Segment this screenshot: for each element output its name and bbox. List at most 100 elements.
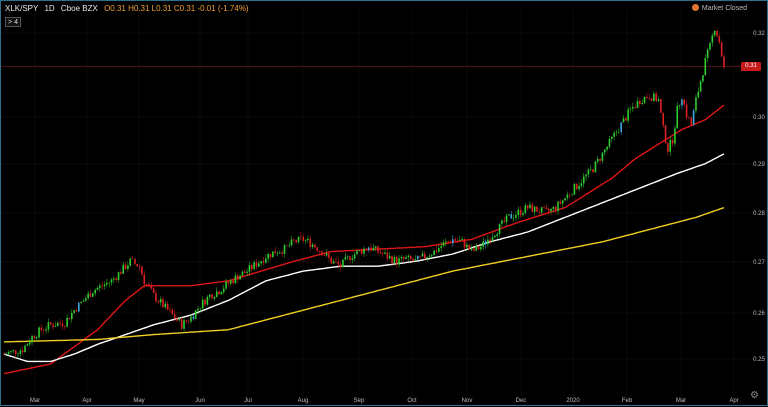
- candle: [159, 296, 162, 306]
- candle: [557, 200, 559, 215]
- candle: [360, 248, 363, 256]
- candle: [522, 210, 524, 218]
- candle: [648, 94, 650, 101]
- symbol-label[interactable]: XLK/SPY: [5, 4, 39, 13]
- gear-icon[interactable]: ⚙: [750, 390, 759, 401]
- candle: [589, 165, 592, 172]
- candle: [176, 314, 178, 323]
- candle: [632, 102, 634, 112]
- candle: [255, 258, 258, 270]
- candle: [250, 263, 253, 274]
- candle: [297, 236, 300, 244]
- candle: [122, 262, 125, 274]
- candle: [106, 278, 108, 288]
- candle: [660, 98, 662, 114]
- candle: [473, 247, 475, 252]
- candle: [164, 300, 167, 309]
- candle: [185, 319, 188, 324]
- candle: [463, 237, 466, 251]
- candle: [192, 314, 195, 321]
- candle: [339, 260, 342, 271]
- candle: [236, 273, 239, 283]
- candle: [365, 248, 368, 251]
- interval-label[interactable]: 1D: [44, 4, 55, 13]
- candle: [592, 168, 594, 174]
- candle: [568, 193, 571, 199]
- x-tick-label: Mar: [676, 398, 686, 404]
- candle: [480, 243, 482, 252]
- status-dot-icon: [691, 4, 699, 11]
- candle: [110, 277, 113, 286]
- candle: [400, 254, 403, 262]
- candle: [377, 245, 379, 255]
- x-tick-label: Jul: [244, 398, 252, 404]
- candle: [723, 54, 725, 70]
- candle: [129, 257, 132, 267]
- candles: [3, 29, 725, 359]
- candle: [416, 255, 419, 260]
- candle: [150, 281, 153, 291]
- candle: [709, 42, 711, 52]
- candle: [239, 274, 241, 280]
- moving-averages: [3, 104, 725, 375]
- candle: [676, 102, 679, 129]
- candle: [31, 334, 33, 346]
- candle: [610, 136, 613, 143]
- x-tick-label: 2020: [566, 398, 580, 404]
- candle: [35, 335, 38, 342]
- candle: [21, 346, 24, 355]
- candle: [127, 261, 129, 272]
- candle: [218, 290, 220, 295]
- x-tick-label: Aug: [298, 398, 309, 404]
- candle: [685, 100, 688, 121]
- x-axis: Mar Apr May Jun Jul Aug Sep Oct Nov Dec 2020 Feb Mar…: [30, 398, 739, 404]
- candle: [678, 104, 681, 110]
- candle: [452, 235, 454, 248]
- candle: [550, 207, 552, 215]
- candle: [272, 251, 274, 258]
- candle: [183, 317, 185, 332]
- candle: [529, 201, 531, 209]
- candle: [38, 326, 40, 340]
- sma-fast-line: [3, 104, 725, 375]
- candle: [454, 236, 456, 242]
- ohlc-readout: O0.31 H0.31 L0.31 C0.31 -0.01 (-1.74%): [104, 4, 249, 13]
- candle: [24, 344, 26, 353]
- candle: [459, 235, 461, 242]
- y-tick-label: 0.30: [753, 115, 765, 121]
- candle: [229, 278, 232, 286]
- candle: [517, 206, 520, 220]
- candle: [12, 349, 15, 354]
- candle: [573, 182, 576, 196]
- candle: [220, 290, 223, 295]
- candle: [374, 245, 377, 252]
- candle: [426, 256, 428, 262]
- candle: [711, 33, 714, 47]
- candle: [208, 294, 211, 300]
- candle: [447, 240, 449, 243]
- candle: [503, 216, 506, 224]
- candle: [466, 242, 468, 252]
- candle: [468, 244, 470, 251]
- sma-mid-line: [3, 153, 725, 363]
- candle: [283, 243, 286, 258]
- candle: [613, 130, 615, 141]
- candle: [276, 250, 279, 257]
- candle: [7, 350, 10, 356]
- candle: [681, 98, 683, 110]
- candle: [197, 305, 199, 315]
- candle: [547, 207, 550, 216]
- y-tick-label: 0.27: [753, 260, 765, 266]
- candle: [267, 252, 269, 263]
- candle: [33, 335, 36, 341]
- candle: [409, 254, 412, 261]
- candle: [314, 243, 316, 249]
- candle: [325, 249, 328, 258]
- collapse-indicators-button[interactable]: > 4: [5, 17, 21, 27]
- candle: [213, 295, 216, 301]
- candle: [162, 296, 164, 308]
- candle: [47, 318, 50, 333]
- candle: [625, 117, 627, 122]
